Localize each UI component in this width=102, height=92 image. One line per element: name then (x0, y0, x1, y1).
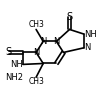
Text: S: S (67, 12, 73, 22)
Text: N: N (53, 37, 60, 46)
Text: NH2: NH2 (5, 73, 23, 82)
Text: N: N (33, 48, 39, 57)
Text: N: N (40, 37, 46, 46)
Text: NH: NH (10, 60, 23, 69)
Text: CH3: CH3 (28, 20, 44, 29)
Text: NH: NH (84, 30, 96, 39)
Text: S: S (6, 47, 12, 57)
Text: N: N (84, 43, 90, 52)
Text: CH3: CH3 (28, 77, 44, 86)
